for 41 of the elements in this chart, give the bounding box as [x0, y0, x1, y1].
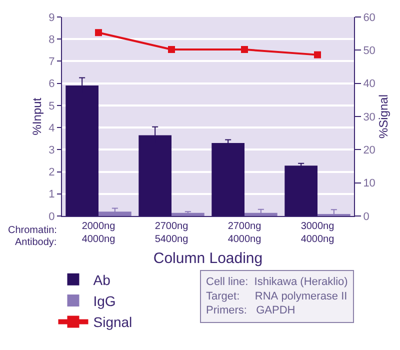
y-tick-label: 6	[48, 78, 55, 90]
y-tick-label: 3	[48, 144, 55, 157]
y-tick-label: 4	[48, 122, 55, 134]
bar	[284, 166, 318, 216]
x-tick-label: 2700ng 4000ng	[228, 221, 262, 245]
bar	[98, 212, 132, 216]
legend-label: IgG	[93, 293, 116, 310]
y2-tick-label: 10	[363, 178, 376, 190]
y-tick-label: 2	[48, 166, 55, 179]
legend-label: Ab	[93, 272, 111, 288]
y2-tick-label: 20	[363, 144, 376, 157]
y2-tick-label: 50	[363, 45, 376, 58]
y2-tick-label: 30	[363, 111, 376, 124]
y2-tick-label: 0	[363, 210, 370, 223]
point	[95, 29, 102, 36]
y2-tick-label: 40	[363, 78, 376, 90]
bar	[172, 212, 204, 216]
text: Cell line: Ishikawa (Heraklio)	[206, 276, 348, 288]
x-tick-label: 2000ng 4000ng	[82, 221, 116, 245]
y-tick-label: 5	[48, 100, 55, 112]
bar	[212, 143, 244, 216]
point	[314, 51, 321, 58]
y-tick-label: 0	[48, 210, 55, 223]
x-tick-label: 3000ng 4000ng	[300, 221, 334, 245]
legend-label: Signal	[93, 314, 132, 330]
point	[241, 46, 248, 53]
text: Antibody:	[15, 237, 57, 248]
text: Target: RNA polymerase II	[206, 290, 348, 302]
y-tick-label: 1	[48, 188, 55, 201]
text: Primers: GAPDH	[206, 304, 296, 317]
y2-tick-label: 60	[363, 12, 376, 24]
text: Chromatin:	[8, 225, 57, 236]
x-tick-label: 2700ng 5400ng	[154, 221, 188, 245]
y-tick-label: 9	[48, 12, 55, 24]
x-axis-title: Column Loading	[153, 250, 263, 267]
y-tick-label: 8	[48, 34, 55, 46]
y-axis-title: %Input	[30, 97, 44, 136]
bar	[244, 212, 278, 216]
y2-axis-title: %Signal	[376, 94, 390, 139]
point	[168, 46, 175, 53]
y-tick-label: 7	[48, 56, 55, 68]
